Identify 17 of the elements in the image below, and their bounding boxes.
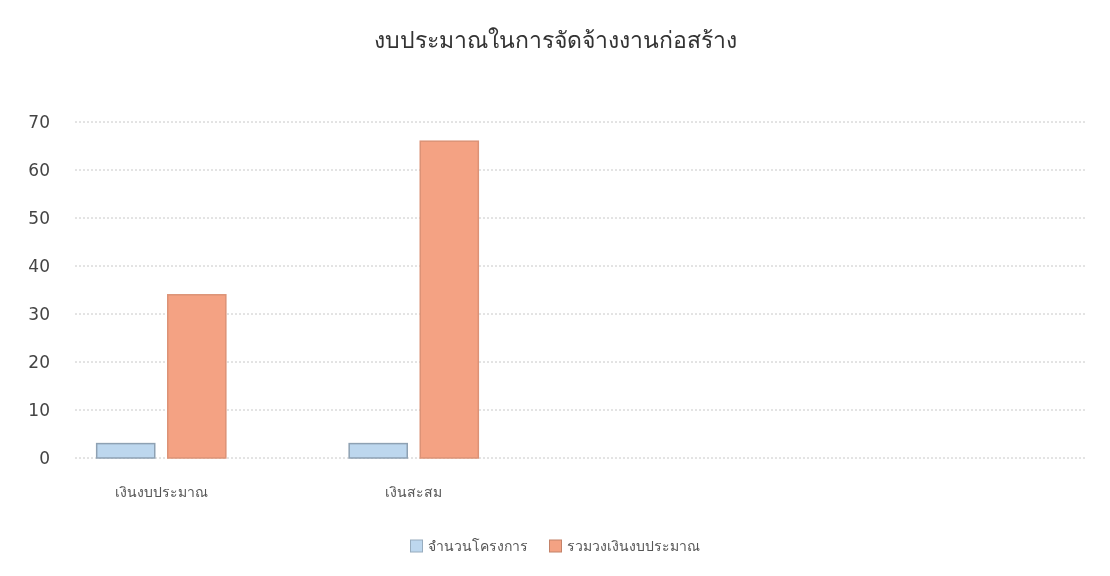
y-tick-label: 60: [28, 160, 50, 180]
bar: [95, 442, 156, 459]
bar: [419, 140, 480, 459]
legend-label: รวมวงเงินงบประมาณ: [566, 538, 700, 554]
y-tick-label: 50: [28, 208, 50, 228]
y-tick-label: 40: [28, 256, 50, 276]
chart-title: งบประมาณในการจัดจ้างงานก่อสร้าง: [373, 27, 737, 53]
bar: [167, 294, 227, 459]
y-tick-label: 0: [39, 448, 50, 468]
y-tick-label: 10: [28, 400, 50, 420]
y-tick-label: 70: [28, 112, 50, 132]
y-tick-label: 20: [28, 352, 50, 372]
legend-label: จำนวนโครงการ: [427, 538, 528, 554]
x-tick-label: เงินสะสม: [385, 484, 443, 500]
bar: [348, 442, 408, 459]
y-tick-label: 30: [28, 304, 50, 324]
x-tick-label: เงินงบประมาณ: [114, 484, 208, 500]
